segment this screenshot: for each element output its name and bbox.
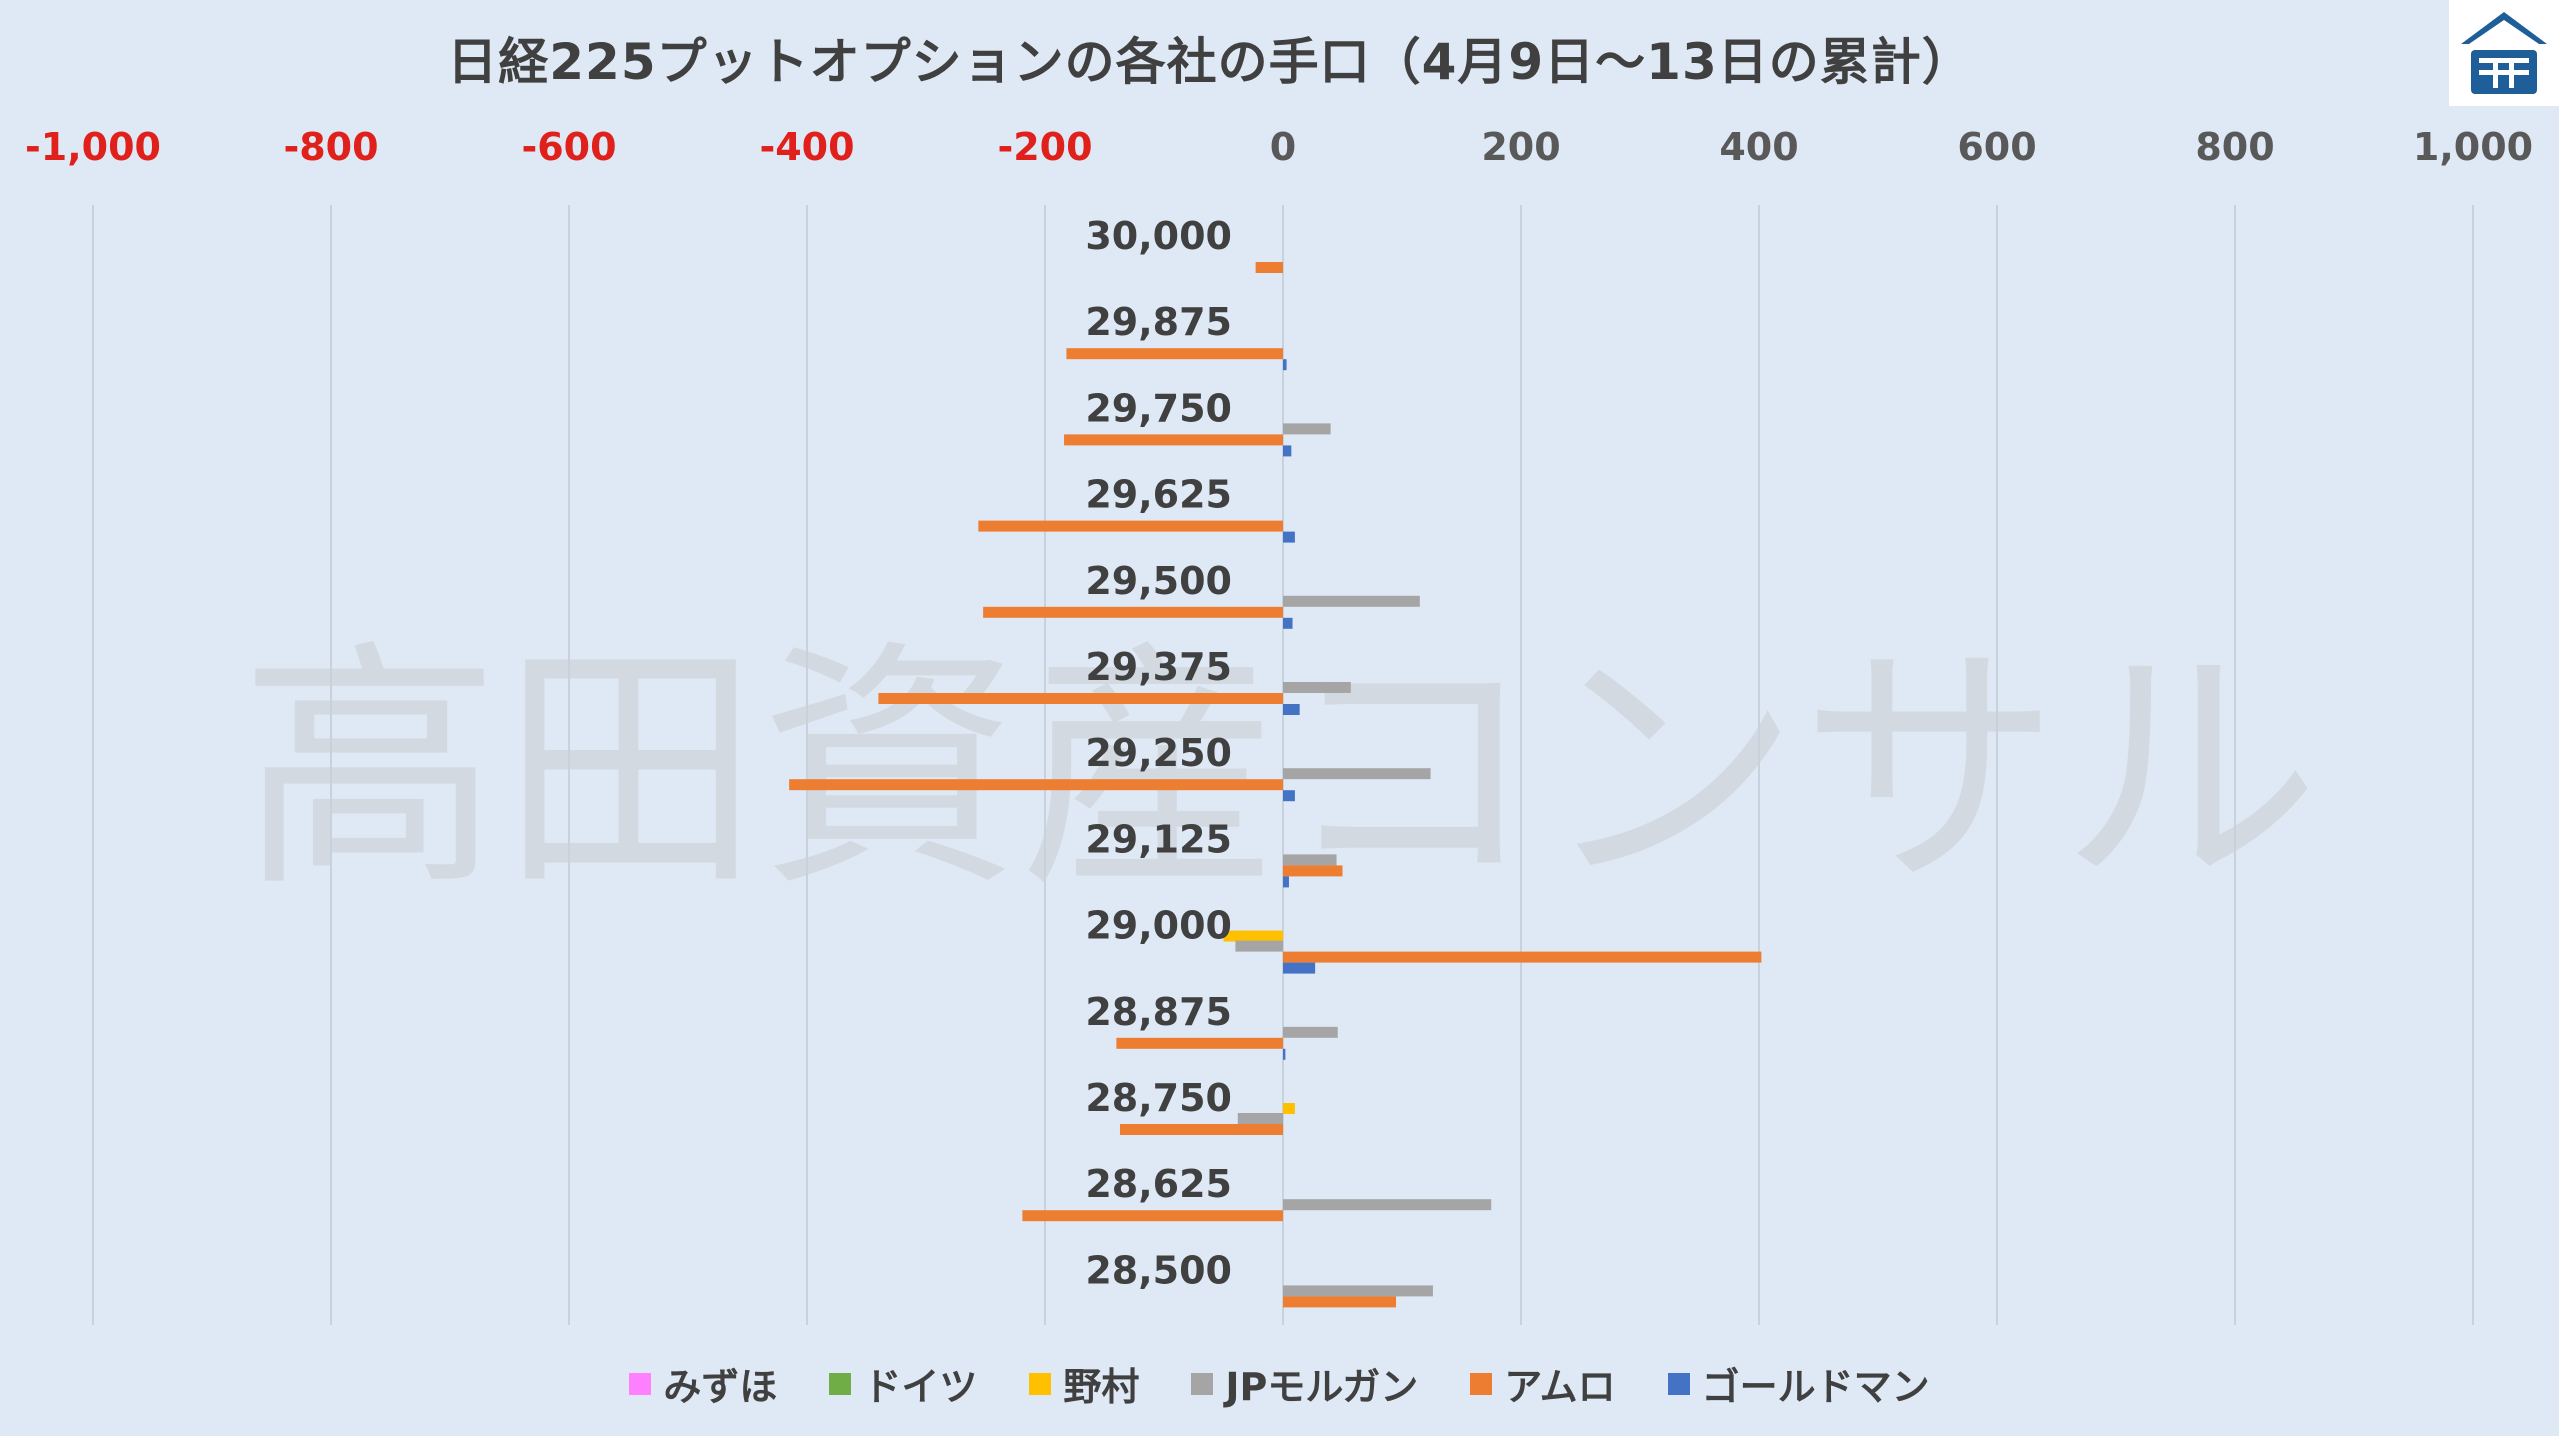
legend-label: アムロ: [1504, 1365, 1616, 1409]
x-tick-label: 400: [1719, 125, 1798, 169]
bar-ゴールドマン: [1283, 790, 1295, 802]
bar-アムロ: [1064, 434, 1283, 446]
x-tick-label: -600: [521, 125, 616, 169]
bar-アムロ: [1255, 262, 1283, 273]
legend-item: 野村: [1029, 1356, 1139, 1411]
x-tick-label: 0: [1270, 125, 1296, 169]
bar-アムロ: [1022, 1210, 1283, 1222]
legend-label: みずほ: [663, 1365, 778, 1409]
company-logo: [2449, 0, 2559, 106]
legend-swatch: [1470, 1372, 1493, 1395]
bar-JPモルガン: [1283, 768, 1431, 780]
legend-item: ゴールドマン: [1667, 1356, 1930, 1411]
x-tick-label: -800: [283, 125, 378, 169]
bar-ゴールドマン: [1283, 704, 1300, 715]
legend-item: JPモルガン: [1191, 1356, 1418, 1411]
x-tick-label: -1,000: [25, 125, 161, 169]
bar-アムロ: [978, 520, 1283, 532]
legend-label: ゴールドマン: [1701, 1365, 1930, 1409]
x-tick-label: 200: [1481, 125, 1560, 169]
legend-swatch: [1029, 1372, 1052, 1395]
bar-アムロ: [1119, 1124, 1283, 1135]
bar-ゴールドマン: [1283, 876, 1289, 888]
bar-ゴールドマン: [1283, 617, 1293, 629]
bar-野村: [1283, 1103, 1295, 1114]
bar-アムロ: [1283, 951, 1762, 963]
chart-title: 日経225プットオプションの各社の手口（4月9日～13日の累計）: [447, 33, 1973, 91]
legend-label: JPモルガン: [1225, 1365, 1419, 1409]
legend: みずほ ドイツ 野村 JPモルガン アムロ ゴールドマン: [0, 1356, 2559, 1411]
bar-野村: [1223, 930, 1283, 942]
x-tick-label: 1,000: [2413, 125, 2533, 169]
bar-アムロ: [983, 606, 1283, 618]
category-label: 28,500: [1085, 1248, 1232, 1292]
category-label: 29,875: [1085, 300, 1232, 344]
legend-swatch: [1191, 1372, 1214, 1395]
legend-swatch: [1667, 1372, 1690, 1395]
bar-JPモルガン: [1283, 854, 1337, 866]
bar-JPモルガン: [1283, 595, 1420, 607]
bar-アムロ: [789, 779, 1283, 791]
category-label: 29,500: [1085, 559, 1232, 603]
bar-アムロ: [878, 693, 1283, 704]
bar-JPモルガン: [1283, 1199, 1492, 1211]
x-tick-label: -200: [997, 125, 1092, 169]
category-label: 28,750: [1085, 1076, 1232, 1120]
bar-ゴールドマン: [1283, 1048, 1286, 1060]
bar-アムロ: [1116, 1037, 1283, 1049]
bar-JPモルガン: [1237, 1113, 1283, 1124]
bar-JPモルガン: [1283, 682, 1351, 693]
category-label: 28,875: [1085, 990, 1232, 1034]
legend-label: 野村: [1063, 1365, 1140, 1409]
bar-chart: 高田資産コンサル -1,000 -800 -600 -400 -200 0 200 400 60…: [25, 125, 2533, 1325]
category-label: 30,000: [1085, 214, 1232, 258]
x-tick-label: -400: [759, 125, 854, 169]
legend-swatch: [829, 1372, 852, 1395]
category-label: 29,250: [1085, 731, 1232, 775]
legend-item: アムロ: [1470, 1356, 1616, 1411]
bar-JPモルガン: [1283, 1026, 1338, 1038]
bar-JPモルガン: [1235, 940, 1283, 952]
watermark-text: 高田資産コンサル: [240, 620, 2320, 922]
category-label: 29,625: [1085, 473, 1232, 517]
category-label: 29,750: [1085, 386, 1232, 430]
legend-swatch: [629, 1372, 652, 1395]
category-label: 29,125: [1085, 817, 1232, 861]
category-label: 28,625: [1085, 1162, 1232, 1206]
bar-アムロ: [1066, 348, 1283, 360]
bar-アムロ: [1283, 865, 1343, 877]
bar-ゴールドマン: [1283, 359, 1287, 371]
bar-ゴールドマン: [1283, 962, 1316, 974]
legend-item: みずほ: [629, 1356, 777, 1411]
bar-JPモルガン: [1283, 423, 1331, 435]
x-tick-label: 800: [2195, 125, 2274, 169]
bar-アムロ: [1283, 1296, 1397, 1308]
category-label: 29,000: [1085, 904, 1232, 948]
bar-ゴールドマン: [1283, 531, 1295, 543]
category-label: 29,375: [1085, 645, 1232, 689]
legend-item: ドイツ: [829, 1356, 977, 1411]
bar-ゴールドマン: [1283, 445, 1292, 457]
bar-JPモルガン: [1283, 1285, 1433, 1297]
legend-label: ドイツ: [863, 1365, 978, 1409]
x-tick-label: 600: [1957, 125, 2036, 169]
